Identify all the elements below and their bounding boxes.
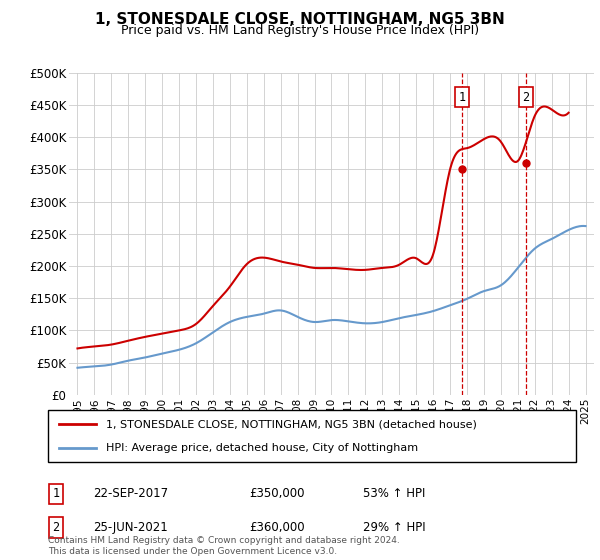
FancyBboxPatch shape [48, 410, 576, 462]
Text: 25-JUN-2021: 25-JUN-2021 [93, 521, 168, 534]
Text: 1, STONESDALE CLOSE, NOTTINGHAM, NG5 3BN: 1, STONESDALE CLOSE, NOTTINGHAM, NG5 3BN [95, 12, 505, 27]
Text: Contains HM Land Registry data © Crown copyright and database right 2024.
This d: Contains HM Land Registry data © Crown c… [48, 536, 400, 556]
Text: £360,000: £360,000 [249, 521, 305, 534]
Text: 2: 2 [523, 91, 529, 104]
Text: 1, STONESDALE CLOSE, NOTTINGHAM, NG5 3BN (detached house): 1, STONESDALE CLOSE, NOTTINGHAM, NG5 3BN… [106, 419, 477, 430]
Text: £350,000: £350,000 [249, 487, 305, 501]
Text: 2: 2 [52, 521, 59, 534]
Text: Price paid vs. HM Land Registry's House Price Index (HPI): Price paid vs. HM Land Registry's House … [121, 24, 479, 37]
Text: HPI: Average price, detached house, City of Nottingham: HPI: Average price, detached house, City… [106, 443, 418, 453]
Text: 1: 1 [52, 487, 59, 501]
Text: 1: 1 [458, 91, 466, 104]
Text: 53% ↑ HPI: 53% ↑ HPI [363, 487, 425, 501]
Text: 22-SEP-2017: 22-SEP-2017 [93, 487, 168, 501]
Text: 29% ↑ HPI: 29% ↑ HPI [363, 521, 425, 534]
